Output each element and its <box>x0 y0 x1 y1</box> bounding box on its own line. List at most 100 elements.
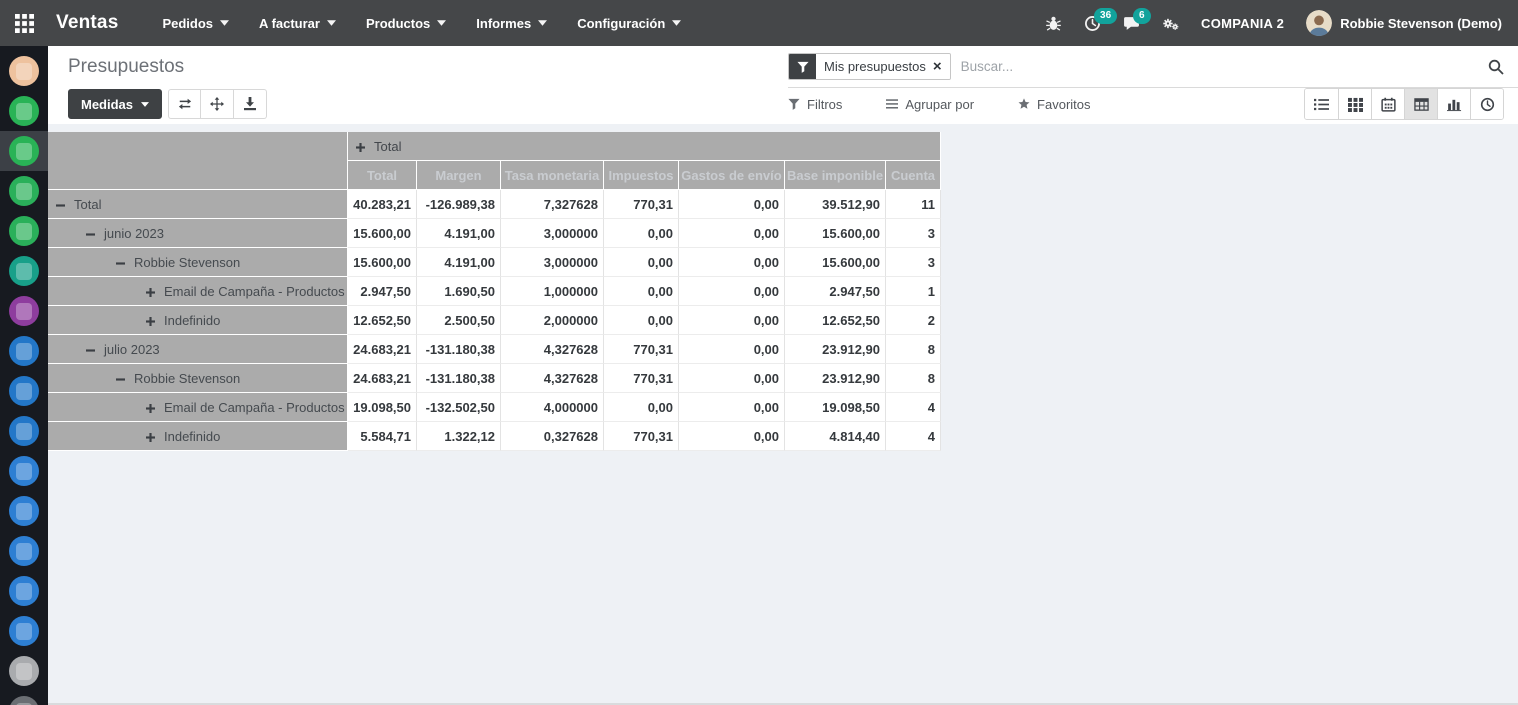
pivot-value-cell: 8 <box>886 364 941 393</box>
row-header[interactable]: junio 2023 <box>48 219 348 248</box>
measure-header-1[interactable]: Total <box>348 161 417 190</box>
expand-all-button[interactable] <box>201 89 235 119</box>
sidebar-app-04[interactable] <box>0 171 48 211</box>
menu-informes[interactable]: Informes <box>476 16 548 31</box>
row-header[interactable]: Indefinido <box>48 306 348 335</box>
top-navbar: Ventas Pedidos A facturar Productos Informe… <box>0 0 1518 46</box>
search-input[interactable] <box>960 59 1488 74</box>
app-15-icon <box>9 616 39 646</box>
search-icon[interactable] <box>1488 59 1504 75</box>
sidebar-app-01[interactable] <box>0 51 48 91</box>
pivot-value-cell: 770,31 <box>604 335 679 364</box>
table-row: Indefinido 12.652,50 2.500,50 2,000000 0,00 0… <box>48 306 941 335</box>
view-kanban-button[interactable] <box>1338 89 1371 119</box>
sidebar-app-07[interactable] <box>0 291 48 331</box>
app-sidebar <box>0 46 48 705</box>
measure-header-5[interactable]: Gastos de envío <box>679 161 785 190</box>
row-header[interactable]: Robbie Stevenson <box>48 364 348 393</box>
pivot-value-cell: 0,00 <box>679 248 785 277</box>
page-title: Presupuestos <box>68 56 185 77</box>
pivot-value-cell: 15.600,00 <box>348 219 417 248</box>
sidebar-app-02[interactable] <box>0 91 48 131</box>
measure-header-2[interactable]: Margen <box>417 161 501 190</box>
debug-bug-icon[interactable] <box>1045 15 1062 32</box>
row-label: Email de Campaña - Productos <box>164 399 345 415</box>
sidebar-app-11[interactable] <box>0 451 48 491</box>
menu-productos[interactable]: Productos <box>366 16 447 31</box>
swap-icon <box>178 97 192 111</box>
sidebar-app-05[interactable] <box>0 211 48 251</box>
menu-configuracion[interactable]: Configuración <box>577 16 682 31</box>
row-header[interactable]: julio 2023 <box>48 335 348 364</box>
row-header[interactable]: Total <box>48 190 348 219</box>
pivot-value-cell: 0,00 <box>604 306 679 335</box>
row-header[interactable]: Email de Campaña - Productos <box>48 393 348 422</box>
sidebar-app-08[interactable] <box>0 331 48 371</box>
app-11-icon <box>9 456 39 486</box>
settings-gears-button[interactable] <box>1162 15 1179 32</box>
measure-header-4[interactable]: Impuestos <box>604 161 679 190</box>
sidebar-app-13[interactable] <box>0 531 48 571</box>
systray: 36 6 COMPANIA 2 Robbie Stevenson (Demo) <box>1045 7 1518 36</box>
sidebar-app-14[interactable] <box>0 571 48 611</box>
view-graph-button[interactable] <box>1437 89 1470 119</box>
pivot-column-group-total[interactable]: Total <box>348 132 941 161</box>
app-07-icon <box>9 296 39 326</box>
view-list-button[interactable] <box>1305 89 1338 119</box>
download-button[interactable] <box>234 89 268 119</box>
filters-button[interactable]: Filtros <box>788 97 842 112</box>
sidebar-app-09[interactable] <box>0 371 48 411</box>
gears-icon <box>1162 15 1179 32</box>
apps-grid-icon[interactable] <box>0 0 48 46</box>
app-08-icon <box>9 336 39 366</box>
pivot-value-cell: 24.683,21 <box>348 364 417 393</box>
pivot-value-cell: -132.502,50 <box>417 393 501 422</box>
row-label: Robbie Stevenson <box>134 254 241 270</box>
view-activity-button[interactable] <box>1470 89 1503 119</box>
measures-button[interactable]: Medidas <box>68 89 163 119</box>
plus-icon <box>146 287 155 297</box>
pivot-value-cell: 8 <box>886 335 941 364</box>
pivot-value-cell: 0,00 <box>679 219 785 248</box>
facet-close-icon[interactable]: × <box>932 58 942 75</box>
company-switcher[interactable]: COMPANIA 2 <box>1201 15 1285 31</box>
app-title[interactable]: Ventas <box>56 12 119 33</box>
sidebar-app-12[interactable] <box>0 491 48 531</box>
activities-button[interactable]: 36 <box>1084 7 1118 32</box>
pivot-value-cell: 2,000000 <box>501 306 604 335</box>
measure-header-7[interactable]: Cuenta <box>886 161 941 190</box>
view-calendar-button[interactable] <box>1371 89 1404 119</box>
row-header[interactable]: Robbie Stevenson <box>48 248 348 277</box>
sidebar-app-06[interactable] <box>0 251 48 291</box>
facet-funnel-icon <box>789 54 816 79</box>
measure-header-6[interactable]: Base imponible <box>785 161 886 190</box>
messages-button[interactable]: 6 <box>1123 7 1151 32</box>
graph-icon <box>1446 97 1462 112</box>
row-header[interactable]: Indefinido <box>48 422 348 451</box>
user-menu[interactable]: Robbie Stevenson (Demo) <box>1306 10 1502 36</box>
list-icon <box>1314 97 1329 112</box>
flip-axis-button[interactable] <box>168 89 202 119</box>
caret-down-icon <box>326 20 336 26</box>
sidebar-app-15[interactable] <box>0 611 48 651</box>
sidebar-app-03[interactable] <box>0 131 48 171</box>
sidebar-app-17[interactable] <box>0 691 48 705</box>
measure-header-3[interactable]: Tasa monetaria <box>501 161 604 190</box>
view-pivot-button[interactable] <box>1404 89 1437 119</box>
pivot-value-cell: 770,31 <box>604 190 679 219</box>
menu-pedidos[interactable]: Pedidos <box>162 16 230 31</box>
pivot-value-cell: 4.191,00 <box>417 219 501 248</box>
pivot-value-cell: 12.652,50 <box>785 306 886 335</box>
pivot-value-cell: 4 <box>886 422 941 451</box>
favorites-button[interactable]: Favoritos <box>1018 97 1091 112</box>
sidebar-app-16[interactable] <box>0 651 48 691</box>
row-header[interactable]: Email de Campaña - Productos <box>48 277 348 306</box>
pivot-value-cell: 0,00 <box>604 219 679 248</box>
table-row: julio 2023 24.683,21 -131.180,38 4,327628 77… <box>48 335 941 364</box>
groupby-button[interactable]: Agrupar por <box>886 97 974 112</box>
sidebar-app-10[interactable] <box>0 411 48 451</box>
menu-a-facturar[interactable]: A facturar <box>259 16 336 31</box>
pivot-value-cell: 3,000000 <box>501 219 604 248</box>
pivot-value-cell: 4,327628 <box>501 364 604 393</box>
app-03-icon <box>9 136 39 166</box>
